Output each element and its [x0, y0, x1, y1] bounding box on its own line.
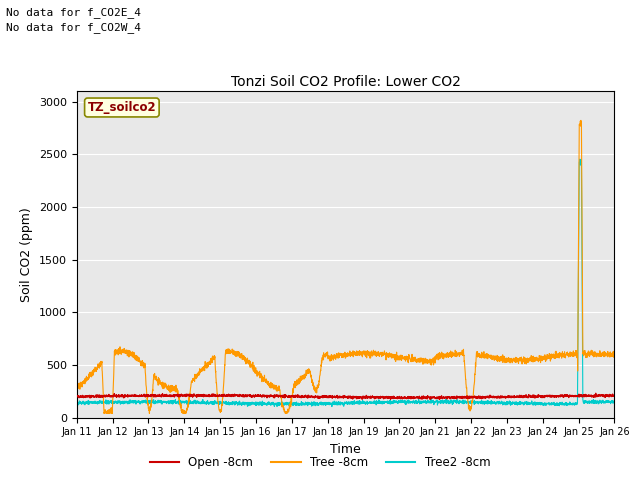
Title: Tonzi Soil CO2 Profile: Lower CO2: Tonzi Soil CO2 Profile: Lower CO2 — [230, 75, 461, 89]
Text: No data for f_CO2W_4: No data for f_CO2W_4 — [6, 22, 141, 33]
Text: No data for f_CO2E_4: No data for f_CO2E_4 — [6, 7, 141, 18]
Legend: Open -8cm, Tree -8cm, Tree2 -8cm: Open -8cm, Tree -8cm, Tree2 -8cm — [145, 452, 495, 474]
Text: TZ_soilco2: TZ_soilco2 — [88, 101, 156, 114]
X-axis label: Time: Time — [330, 443, 361, 456]
Y-axis label: Soil CO2 (ppm): Soil CO2 (ppm) — [20, 207, 33, 302]
